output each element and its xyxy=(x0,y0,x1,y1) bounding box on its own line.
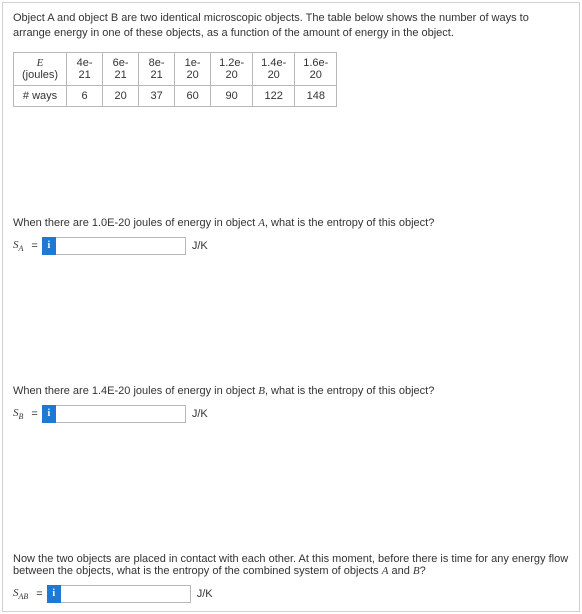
ways-col-4: 90 xyxy=(211,85,253,106)
energy-col-0: 4e-21 xyxy=(67,52,103,85)
answer-row-1: SA = i J/K xyxy=(13,237,569,255)
var-sab: SAB xyxy=(13,587,28,601)
var-sb: SB xyxy=(13,407,23,421)
energy-col-1: 6e-21 xyxy=(103,52,139,85)
spacer xyxy=(13,107,569,217)
answer-row-3: SAB = i J/K xyxy=(13,585,569,603)
answer-input-sb[interactable] xyxy=(56,405,186,423)
unit-label: J/K xyxy=(192,408,208,420)
ways-col-5: 122 xyxy=(253,85,295,106)
ways-col-6: 148 xyxy=(295,85,337,106)
ways-col-0: 6 xyxy=(67,85,103,106)
energy-col-2: 8e-21 xyxy=(139,52,175,85)
ways-col-3: 60 xyxy=(175,85,211,106)
equals-sign: = xyxy=(36,588,42,600)
ways-col-1: 20 xyxy=(103,85,139,106)
intro-paragraph: Object A and object B are two identical … xyxy=(13,11,569,42)
energy-table: E (joules) 4e-21 6e-21 8e-21 1e-20 1.2e-… xyxy=(13,52,337,107)
row-energy-label: E (joules) xyxy=(14,52,67,85)
equals-sign: = xyxy=(31,240,37,252)
question-container: Object A and object B are two identical … xyxy=(2,2,580,612)
answer-input-sa[interactable] xyxy=(56,237,186,255)
question-2-text: When there are 1.4E-20 joules of energy … xyxy=(13,385,569,397)
energy-col-4: 1.2e-20 xyxy=(211,52,253,85)
energy-col-5: 1.4e-20 xyxy=(253,52,295,85)
unit-label: J/K xyxy=(197,588,213,600)
intro-text: Object A and object B are two identical … xyxy=(13,12,529,39)
info-icon[interactable]: i xyxy=(42,405,56,423)
question-3-text: Now the two objects are placed in contac… xyxy=(13,553,569,577)
answer-input-sab[interactable] xyxy=(61,585,191,603)
info-icon[interactable]: i xyxy=(47,585,61,603)
var-sa: SA xyxy=(13,239,23,253)
energy-col-6: 1.6e-20 xyxy=(295,52,337,85)
question-1-text: When there are 1.0E-20 joules of energy … xyxy=(13,217,569,229)
row-ways-label: # ways xyxy=(14,85,67,106)
energy-col-3: 1e-20 xyxy=(175,52,211,85)
equals-sign: = xyxy=(31,408,37,420)
spacer xyxy=(13,423,569,553)
ways-col-2: 37 xyxy=(139,85,175,106)
unit-label: J/K xyxy=(192,240,208,252)
spacer xyxy=(13,255,569,385)
answer-row-2: SB = i J/K xyxy=(13,405,569,423)
info-icon[interactable]: i xyxy=(42,237,56,255)
